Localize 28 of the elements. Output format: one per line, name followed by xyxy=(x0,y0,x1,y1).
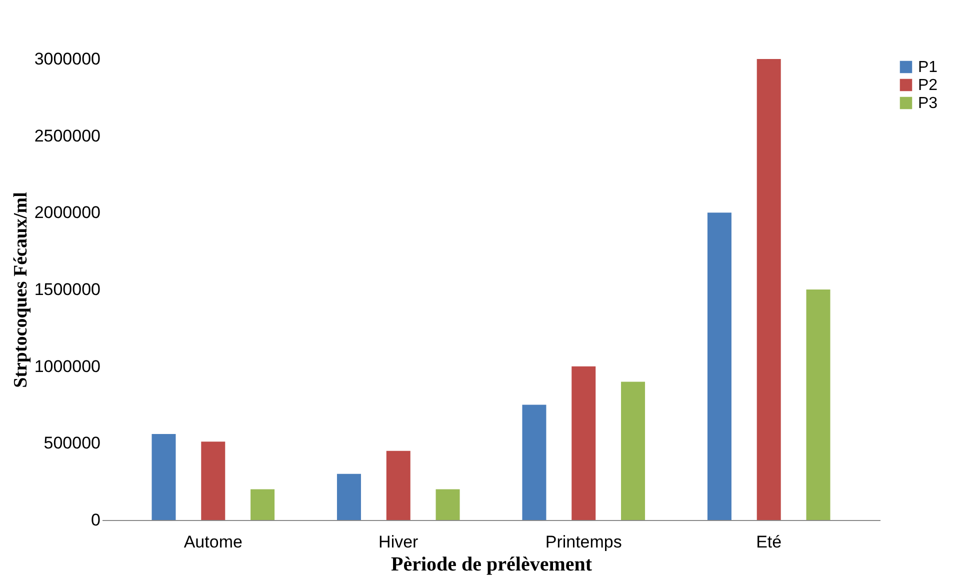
bar xyxy=(572,366,596,520)
y-tick-label: 2500000 xyxy=(34,126,100,146)
legend-label: P1 xyxy=(918,59,938,76)
y-tick-label: 500000 xyxy=(44,434,100,453)
bar xyxy=(201,442,226,520)
bar xyxy=(756,59,781,520)
bar xyxy=(152,434,176,520)
x-tick-label: Printemps xyxy=(545,532,622,552)
x-tick-label: Autome xyxy=(184,532,242,552)
bar xyxy=(250,489,275,520)
legend-label: P3 xyxy=(918,95,938,112)
bar xyxy=(336,474,361,520)
x-tick-label: Hiver xyxy=(378,532,419,552)
bar xyxy=(522,404,546,520)
y-axis-title: Strptocoques Fécaux/ml xyxy=(10,192,32,388)
x-axis-title: Pèriode de prélèvement xyxy=(390,554,592,576)
y-tick-label: 1000000 xyxy=(34,356,100,376)
x-tick-label: Eté xyxy=(756,532,782,552)
legend-label: P2 xyxy=(918,77,938,94)
y-tick-label: 1500000 xyxy=(34,280,100,299)
bar xyxy=(386,450,410,520)
y-tick-label: 3000000 xyxy=(34,50,100,68)
y-tick-label: 0 xyxy=(91,510,100,530)
bar xyxy=(436,489,460,520)
bar xyxy=(707,212,732,520)
bar xyxy=(806,290,830,520)
bar xyxy=(621,382,646,520)
y-tick-label: 2000000 xyxy=(34,203,100,222)
